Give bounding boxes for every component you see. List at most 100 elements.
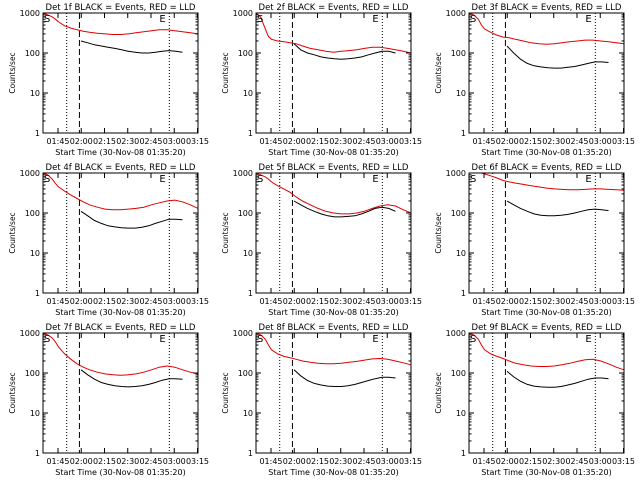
x-axis-label: Start Time (30-Nov-08 01:35:20) [481,468,611,477]
plot-frame [42,172,199,294]
y-tick-label: 1000 [233,169,253,178]
x-tick-label: 03:15 [399,297,422,306]
y-tick-label: 10 [30,89,40,98]
y-axis-label: Counts/sec [221,372,230,413]
y-axis-label: Counts/sec [8,52,17,93]
x-tick-label: 03:15 [399,137,422,146]
panel-title: Det 3f BLACK = Events, RED = LLD [472,3,622,13]
end-marker-e: E [159,14,165,25]
detector-panel: Det 1f BLACK = Events, RED = LLD 1 10 100 10… [8,3,209,157]
x-tick-label: 02:30 [329,457,352,466]
start-marker-s: S [44,174,50,185]
detector-panel: Det 8f BLACK = Events, RED = LLD 1 10 100 10… [221,323,422,477]
x-tick-label: 02:00 [496,297,519,306]
x-tick-label: 03:00 [163,137,186,146]
x-tick-label: 02:45 [565,457,588,466]
x-tick-label: 02:00 [70,457,93,466]
y-tick-label: 1 [248,129,253,138]
y-axis-label: Counts/sec [434,372,443,413]
panel-title: Det 6f BLACK = Events, RED = LLD [472,163,622,173]
y-tick-label: 1 [248,449,253,458]
plot-frame [255,12,412,134]
panel-title: Det 9f BLACK = Events, RED = LLD [472,323,622,333]
end-marker-e: E [585,14,591,25]
x-tick-label: 02:30 [542,297,565,306]
start-marker-s: S [44,14,50,25]
y-tick-label: 10 [456,249,466,258]
x-tick-label: 02:45 [352,297,375,306]
x-tick-label: 01:45 [259,457,282,466]
x-tick-label: 03:00 [163,297,186,306]
start-marker-s: S [257,14,263,25]
x-axis-label: Start Time (30-Nov-08 01:35:20) [55,468,185,477]
x-tick-label: 02:45 [352,137,375,146]
lld-series-line [42,12,199,35]
y-tick-label: 1 [35,129,40,138]
end-marker-e: E [372,334,378,345]
x-tick-label: 03:15 [186,297,209,306]
plot-frame [255,172,412,294]
events-series-line [293,369,396,387]
y-tick-label: 100 [238,49,253,58]
detector-panel: Det 7f BLACK = Events, RED = LLD 1 10 100 10… [8,323,209,477]
y-tick-label: 1000 [446,329,466,338]
x-tick-label: 02:15 [519,137,542,146]
lld-series-line [42,172,199,211]
x-tick-label: 02:45 [565,297,588,306]
x-tick-label: 01:45 [472,457,495,466]
y-tick-label: 100 [451,49,466,58]
x-tick-label: 03:15 [612,297,635,306]
detector-panel: Det 6f BLACK = Events, RED = LLD 1 10 100 10… [434,163,635,317]
y-tick-label: 10 [456,89,466,98]
start-marker-s: S [470,174,476,185]
x-tick-label: 03:00 [376,297,399,306]
x-tick-label: 03:00 [376,457,399,466]
x-tick-label: 02:15 [519,297,542,306]
x-tick-label: 01:45 [46,137,69,146]
y-tick-label: 1 [248,289,253,298]
x-tick-label: 03:15 [186,137,209,146]
y-axis-label: Counts/sec [8,372,17,413]
y-tick-label: 1000 [233,329,253,338]
y-tick-label: 1 [461,129,466,138]
end-marker-e: E [159,174,165,185]
plot-frame [468,332,625,454]
x-tick-label: 03:15 [612,457,635,466]
y-tick-label: 10 [243,409,253,418]
panel-title: Det 4f BLACK = Events, RED = LLD [46,163,196,173]
y-tick-label: 10 [243,249,253,258]
x-tick-label: 03:00 [163,457,186,466]
y-tick-label: 1000 [446,169,466,178]
y-tick-label: 1000 [20,329,40,338]
y-tick-label: 1 [35,289,40,298]
x-tick-label: 02:00 [283,297,306,306]
x-tick-label: 02:30 [542,137,565,146]
x-axis-label: Start Time (30-Nov-08 01:35:20) [481,308,611,317]
y-tick-label: 1 [461,289,466,298]
events-series-line [506,370,609,388]
x-tick-label: 02:15 [519,457,542,466]
x-tick-label: 02:00 [283,457,306,466]
y-tick-label: 100 [238,209,253,218]
y-axis-label: Counts/sec [221,52,230,93]
x-tick-label: 02:00 [283,137,306,146]
detector-panel: Det 9f BLACK = Events, RED = LLD 1 10 100 10… [434,323,635,477]
plot-frame [468,172,625,294]
x-tick-label: 01:45 [46,297,69,306]
panel-title: Det 8f BLACK = Events, RED = LLD [259,323,409,333]
end-marker-e: E [585,174,591,185]
x-tick-label: 02:15 [306,457,329,466]
panel-title: Det 1f BLACK = Events, RED = LLD [46,3,196,13]
x-tick-label: 02:00 [70,137,93,146]
panel-title: Det 7f BLACK = Events, RED = LLD [46,323,196,333]
events-series-line [506,45,609,69]
x-tick-label: 03:15 [399,457,422,466]
lld-series-line [468,12,625,45]
lld-series-line [468,332,625,371]
x-tick-label: 03:00 [589,457,612,466]
x-tick-label: 03:00 [376,137,399,146]
x-tick-label: 02:30 [329,137,352,146]
y-tick-label: 1000 [20,169,40,178]
y-tick-label: 1000 [446,9,466,18]
